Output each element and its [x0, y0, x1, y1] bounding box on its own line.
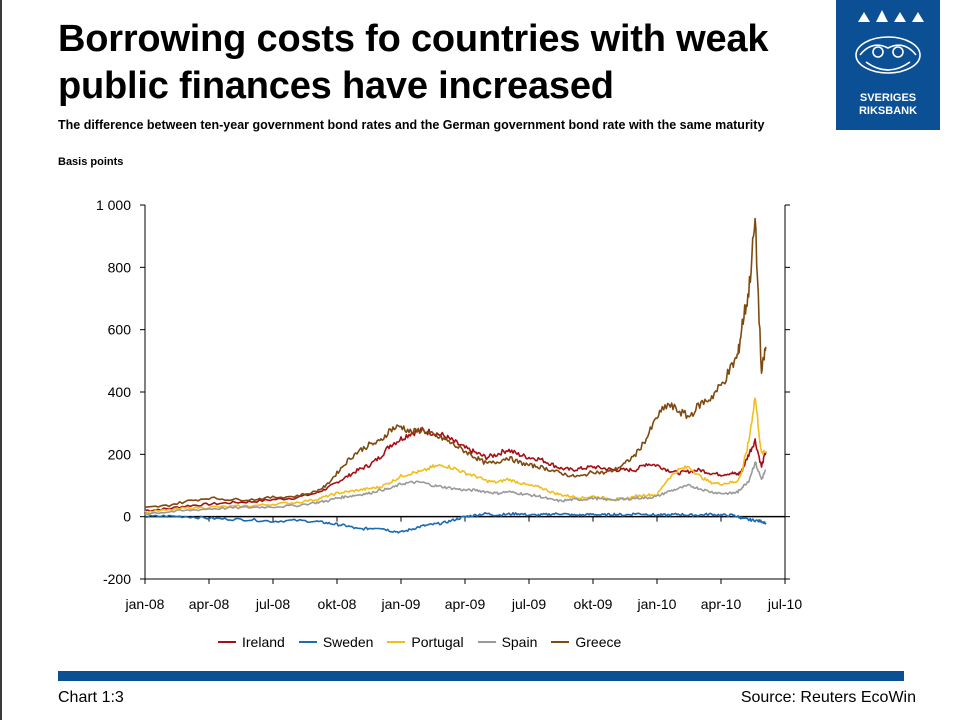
crown-emblem-icon [855, 10, 924, 74]
x-tick-label: jul-10 [767, 596, 802, 612]
legend-item-portugal: Portugal [387, 634, 464, 650]
unit-label: Basis points [58, 156, 124, 168]
legend-label: Spain [501, 634, 538, 650]
chart-legend: Ireland Sweden Portugal Spain Greece [218, 632, 635, 652]
chart-subtitle: The difference between ten-year governme… [58, 118, 765, 132]
y-tick-label: 600 [108, 322, 132, 338]
x-tick-label: apr-10 [701, 596, 742, 612]
legend-swatch [298, 641, 317, 643]
legend-label: Ireland [242, 634, 285, 650]
legend-item-sweden: Sweden [298, 634, 374, 650]
page-title: Borrowing costs fo countries with weak p… [58, 18, 769, 107]
legend-item-ireland: Ireland [218, 634, 285, 650]
y-tick-label: 200 [108, 446, 132, 462]
y-tick-label: -200 [103, 571, 131, 587]
series-line-portugal [144, 397, 767, 514]
x-tick-label: jul-08 [255, 596, 290, 612]
series-line-greece [144, 217, 767, 508]
x-tick-label: jan-08 [125, 596, 165, 612]
y-tick-label: 800 [108, 259, 132, 275]
footer-bar [58, 671, 904, 681]
x-tick-label: jul-09 [511, 596, 546, 612]
x-tick-label: apr-08 [189, 596, 230, 612]
chart-number: Chart 1:3 [58, 689, 124, 706]
legend-label: Greece [575, 634, 622, 650]
x-tick-label: okt-08 [318, 596, 357, 612]
x-tick-label: jan-09 [381, 596, 421, 612]
x-tick-label: jan-10 [637, 596, 677, 612]
legend-swatch [387, 641, 406, 643]
legend-label: Portugal [411, 634, 464, 650]
logo-text-line2: RIKSBANK [858, 105, 918, 117]
legend-swatch [218, 641, 236, 643]
legend-item-greece: Greece [551, 634, 621, 650]
legend-label: Sweden [322, 634, 374, 650]
source-label: Source: Reuters EcoWin [740, 689, 916, 706]
legend-item-spain: Spain [477, 634, 538, 650]
legend-swatch [477, 641, 496, 643]
series-line-sweden [144, 511, 767, 534]
y-tick-label: 0 [123, 509, 131, 525]
x-tick-label: apr-09 [445, 596, 486, 612]
riksbank-logo: SVERIGES RIKSBANK [836, 0, 940, 130]
logo-text-line1: SVERIGES [859, 92, 917, 104]
series-line-ireland [144, 427, 767, 512]
left-border [0, 0, 2, 720]
x-tick-label: okt-09 [574, 596, 613, 612]
y-tick-label: 1 000 [96, 197, 131, 213]
series-line-spain [144, 461, 767, 516]
y-tick-label: 400 [108, 384, 132, 400]
legend-swatch [551, 641, 570, 643]
